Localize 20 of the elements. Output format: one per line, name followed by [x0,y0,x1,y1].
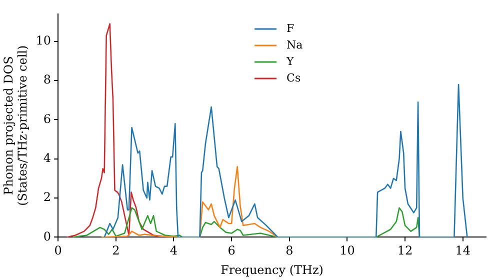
x-tick-label: 6 [228,244,236,258]
x-axis-title: Frequency (THz) [220,262,324,277]
legend-label: F [286,22,295,35]
y-axis-title: Phonon projected DOS (States/THz·primitive cell) [1,45,30,206]
x-tick-label: 14 [455,244,471,258]
y-tick-label: 4 [43,151,52,166]
x-tick-label: 10 [340,244,355,258]
legend-label: Cs [286,71,301,84]
y-tick-label: 8 [43,72,52,87]
x-tick-label: 8 [286,244,294,258]
y-tick-label: 10 [36,34,52,48]
x-tick-label: 4 [170,244,178,258]
x-tick-label: 2 [112,244,120,258]
legend-label: Na [286,38,304,52]
y-tick-label: 6 [43,112,52,126]
y-tick-label: 0 [43,229,52,244]
x-tick-label: 12 [397,244,413,258]
legend-label: Y [286,54,295,68]
x-tick-label: 0 [54,244,62,258]
y-tick-label: 2 [43,190,52,204]
